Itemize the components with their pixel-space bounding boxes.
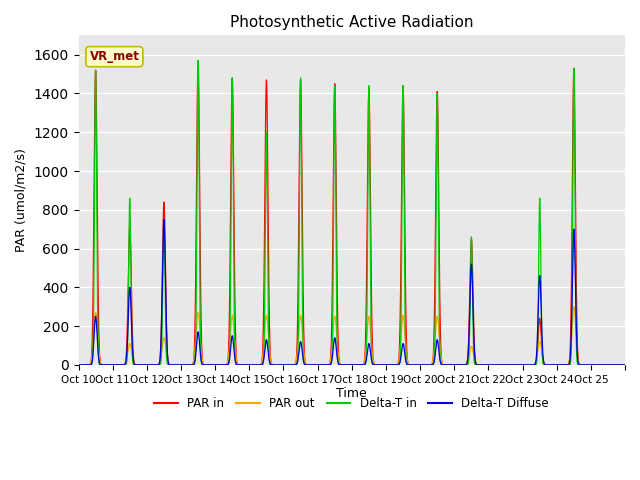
Delta-T in	[502, 362, 509, 368]
Delta-T in	[621, 362, 629, 368]
PAR out	[401, 334, 409, 340]
Delta-T Diffuse	[188, 362, 196, 368]
PAR out	[502, 362, 509, 368]
Legend: PAR in, PAR out, Delta-T in, Delta-T Diffuse: PAR in, PAR out, Delta-T in, Delta-T Dif…	[150, 393, 554, 415]
Y-axis label: PAR (umol/m2/s): PAR (umol/m2/s)	[15, 148, 28, 252]
Delta-T in	[372, 362, 380, 368]
Delta-T Diffuse	[529, 362, 536, 368]
Delta-T Diffuse	[621, 362, 629, 368]
PAR in	[621, 362, 629, 368]
PAR out	[570, 304, 578, 310]
Delta-T Diffuse	[372, 362, 380, 368]
PAR out	[188, 361, 196, 367]
PAR in	[75, 362, 83, 368]
Delta-T in	[188, 362, 196, 368]
PAR out	[75, 362, 83, 368]
Delta-T in	[401, 332, 409, 337]
Line: Delta-T in: Delta-T in	[79, 60, 625, 365]
PAR out	[372, 362, 380, 368]
PAR in	[401, 268, 409, 274]
Delta-T in	[75, 362, 83, 368]
Delta-T Diffuse	[401, 355, 409, 360]
Delta-T in	[529, 362, 536, 368]
PAR in	[529, 362, 536, 368]
X-axis label: Time: Time	[337, 387, 367, 400]
PAR in	[195, 60, 202, 65]
Line: PAR out: PAR out	[79, 307, 625, 365]
Title: Photosynthetic Active Radiation: Photosynthetic Active Radiation	[230, 15, 474, 30]
PAR in	[372, 362, 380, 368]
Delta-T Diffuse	[75, 362, 83, 368]
Delta-T in	[543, 362, 550, 368]
Delta-T in	[195, 58, 202, 63]
PAR in	[502, 362, 509, 368]
Line: PAR in: PAR in	[79, 62, 625, 365]
Delta-T Diffuse	[502, 362, 509, 368]
Line: Delta-T Diffuse: Delta-T Diffuse	[79, 219, 625, 365]
PAR out	[543, 362, 550, 368]
Delta-T Diffuse	[160, 216, 168, 222]
PAR out	[529, 362, 536, 368]
PAR in	[543, 362, 550, 368]
PAR out	[621, 362, 629, 368]
Delta-T Diffuse	[543, 362, 550, 368]
Text: VR_met: VR_met	[90, 50, 140, 63]
PAR in	[188, 362, 196, 368]
